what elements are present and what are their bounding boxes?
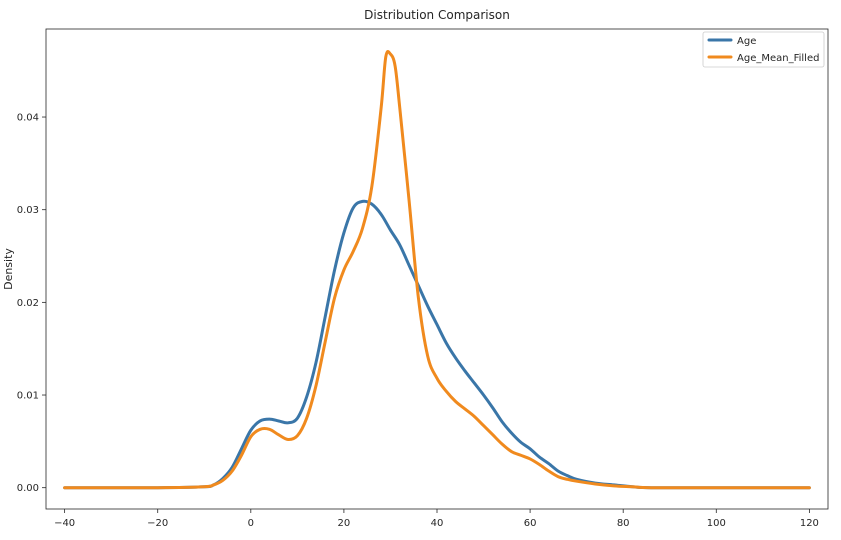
legend-label-age-mean-filled: Age_Mean_Filled [737,53,819,64]
x-tick-label: 0 [248,518,254,529]
y-tick-label: 0.00 [17,483,39,494]
x-tick-label: 100 [707,518,726,529]
x-tick-label: 20 [338,518,351,529]
y-tick-label: 0.03 [17,205,39,216]
y-tick-label: 0.02 [17,298,39,309]
x-tick-label: 120 [800,518,819,529]
y-axis-title: Density [2,248,15,290]
x-tick-label: 60 [524,518,537,529]
x-tick-label: −40 [54,518,75,529]
chart-title: Distribution Comparison [364,8,510,22]
legend: Age Age_Mean_Filled [703,32,824,67]
legend-label-age: Age [737,36,756,47]
x-tick-label: −20 [147,518,168,529]
y-tick-label: 0.04 [17,113,39,124]
x-tick-label: 80 [617,518,630,529]
x-tick-label: 40 [431,518,444,529]
y-tick-label: 0.01 [17,391,39,402]
